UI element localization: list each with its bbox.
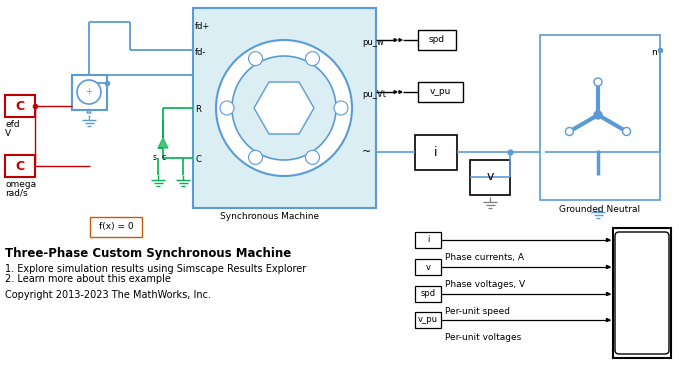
- Polygon shape: [606, 265, 610, 269]
- Circle shape: [306, 151, 320, 164]
- Bar: [415, 286, 441, 302]
- Polygon shape: [606, 318, 610, 322]
- Polygon shape: [606, 238, 610, 241]
- Text: Three-Phase Custom Synchronous Machine: Three-Phase Custom Synchronous Machine: [5, 247, 291, 260]
- Circle shape: [249, 151, 263, 164]
- Bar: [193, 8, 376, 208]
- Text: Grounded Neutral: Grounded Neutral: [559, 205, 640, 214]
- Bar: [90, 217, 142, 237]
- Circle shape: [249, 52, 263, 66]
- Circle shape: [306, 52, 320, 66]
- Polygon shape: [394, 39, 397, 41]
- Text: Phase voltages, V: Phase voltages, V: [445, 280, 525, 289]
- Text: pu_Vt: pu_Vt: [362, 90, 386, 99]
- Text: efd: efd: [5, 120, 20, 129]
- Bar: [415, 312, 441, 328]
- Circle shape: [566, 127, 574, 135]
- Bar: [415, 259, 441, 275]
- Text: C: C: [16, 99, 24, 113]
- Text: R: R: [195, 105, 201, 114]
- Text: ~: ~: [362, 147, 371, 157]
- Bar: [540, 35, 660, 200]
- Polygon shape: [606, 293, 610, 296]
- Text: Per-unit voltages: Per-unit voltages: [445, 333, 521, 342]
- Text: Copyright 2013-2023 The MathWorks, Inc.: Copyright 2013-2023 The MathWorks, Inc.: [5, 290, 211, 300]
- Text: fd+: fd+: [195, 22, 210, 31]
- Text: v: v: [426, 262, 430, 272]
- Text: C: C: [16, 159, 24, 173]
- Text: i: i: [427, 236, 429, 244]
- Text: fd-: fd-: [195, 48, 206, 57]
- Text: Per-unit speed: Per-unit speed: [445, 307, 510, 316]
- Text: spd: spd: [420, 290, 435, 298]
- Text: n: n: [651, 48, 657, 57]
- Polygon shape: [399, 39, 402, 41]
- FancyBboxPatch shape: [615, 232, 669, 354]
- Polygon shape: [399, 91, 402, 93]
- Circle shape: [594, 78, 602, 86]
- Text: rad/s: rad/s: [5, 189, 28, 198]
- Text: C: C: [195, 155, 201, 164]
- Bar: [72, 75, 107, 110]
- Bar: [415, 135, 457, 170]
- Text: 2. Learn more about this example: 2. Learn more about this example: [5, 274, 171, 284]
- Circle shape: [594, 111, 602, 119]
- Circle shape: [77, 80, 101, 104]
- Circle shape: [232, 56, 336, 160]
- Text: 1. Explore simulation results using Simscape Results Explorer: 1. Explore simulation results using Sims…: [5, 264, 306, 274]
- Text: omega: omega: [5, 180, 36, 189]
- Bar: [418, 82, 463, 102]
- Bar: [5, 155, 35, 177]
- Text: spd: spd: [429, 35, 445, 45]
- Bar: [415, 232, 441, 248]
- Bar: [418, 30, 456, 50]
- Text: c: c: [162, 153, 166, 162]
- Bar: [5, 95, 35, 117]
- Bar: [470, 160, 510, 195]
- Circle shape: [220, 101, 234, 115]
- Text: s: s: [153, 153, 157, 162]
- Text: +: +: [86, 86, 92, 96]
- Text: V: V: [5, 129, 11, 138]
- Text: v_pu: v_pu: [418, 315, 438, 325]
- Text: v_pu: v_pu: [429, 88, 451, 96]
- Circle shape: [216, 40, 352, 176]
- Text: Synchronous Machine: Synchronous Machine: [220, 212, 319, 221]
- Polygon shape: [158, 138, 168, 148]
- Polygon shape: [87, 109, 91, 113]
- Text: f(x) = 0: f(x) = 0: [98, 223, 133, 231]
- Bar: [613, 228, 671, 358]
- Circle shape: [623, 127, 631, 135]
- Text: v: v: [486, 170, 494, 184]
- Circle shape: [334, 101, 348, 115]
- Text: pu_w: pu_w: [362, 38, 384, 47]
- Text: Phase currents, A: Phase currents, A: [445, 253, 524, 262]
- Polygon shape: [394, 91, 397, 93]
- Text: i: i: [435, 145, 438, 159]
